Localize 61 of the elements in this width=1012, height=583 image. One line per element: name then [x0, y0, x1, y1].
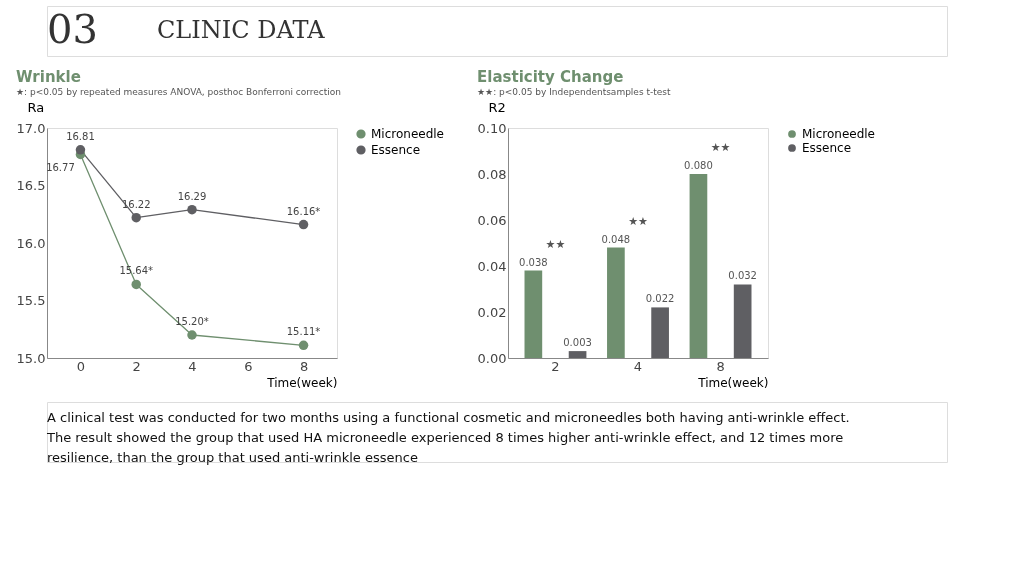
x-tick-label: 4 [188, 358, 197, 374]
annotation: ★★ [628, 214, 648, 228]
data-label: 15.20* [175, 316, 209, 327]
x-tick-label: 2 [551, 358, 560, 374]
x-tick-label: 8 [299, 358, 309, 374]
data-label: 0.038 [519, 256, 548, 268]
point [187, 330, 197, 340]
x-tick-label: 2 [132, 358, 141, 374]
x-tick-label: 8 [716, 358, 725, 374]
y-tick-label: 17.0 [16, 120, 46, 136]
legend-label: Essence [802, 141, 852, 155]
point [298, 340, 309, 351]
y-tick-label: 15.5 [16, 293, 46, 308]
data-label: 0.003 [563, 337, 592, 349]
y-tick-label: 0.08 [477, 166, 507, 182]
bar [689, 174, 708, 358]
text: A clinical test was conducted for two months using a functional cosmetic and microneedles both having anti-wrinkle effect. The result showed the group that used HA microneedle experienced 8 times higher anti-wrinkle effect, and 12 times more resilience, than the group that used anti-wrinkle essence [46, 410, 850, 465]
point [75, 145, 86, 155]
bar [607, 247, 625, 358]
x-tick-label: 0 [76, 358, 86, 374]
chart-title: Wrinkle [16, 68, 81, 86]
y-tick-label: 0.06 [477, 212, 507, 228]
y-axis-title: R2 [488, 99, 506, 115]
data-label: 0.080 [684, 160, 713, 171]
y-tick-label: 16.0 [16, 235, 46, 251]
y-tick-label: 16.5 [16, 178, 46, 193]
point [298, 219, 309, 230]
data-label: 15.11* [286, 326, 321, 338]
data-label: 0.022 [645, 293, 675, 305]
y-tick-label: 15.0 [16, 350, 46, 366]
y-tick-label: 0.04 [477, 258, 507, 274]
chart-subtitle: ★★: p<0.05 by Independentsamples t-test [477, 87, 671, 97]
annotation: ★★ [545, 237, 566, 251]
y-tick-label: 0.02 [477, 304, 507, 320]
bar [524, 270, 543, 358]
bar [651, 307, 669, 358]
x-tick-label: 6 [244, 358, 253, 374]
data-label: 0.048 [601, 233, 631, 245]
bar [568, 351, 587, 358]
bar [733, 284, 752, 358]
y-tick-label: 0.00 [477, 350, 507, 366]
chart-title: Elasticity Change [477, 68, 624, 86]
annotation: ★★ [710, 141, 731, 154]
point [131, 212, 141, 223]
point [187, 204, 197, 215]
text: 03 [47, 6, 98, 52]
text: CLINIC DATA [157, 16, 326, 44]
y-axis-title: Ra [27, 99, 45, 115]
data-label: 16.16* [286, 205, 321, 217]
x-axis-title: Time(week) [697, 375, 769, 390]
legend-label: Essence [371, 143, 421, 157]
chart-subtitle: ★: p<0.05 by repeated measures ANOVA, posthoc Bonferroni correction [16, 87, 341, 97]
data-label: 16.29 [177, 190, 207, 202]
legend-label: Microneedle [802, 127, 876, 141]
point [131, 279, 141, 290]
legend-label: Microneedle [371, 127, 445, 141]
x-axis-title: Time(week) [266, 375, 338, 390]
y-tick-label: 0.10 [477, 120, 507, 136]
x-tick-label: 4 [633, 358, 643, 374]
data-label: 0.032 [728, 270, 757, 282]
data-label: 16.81 [66, 130, 95, 142]
